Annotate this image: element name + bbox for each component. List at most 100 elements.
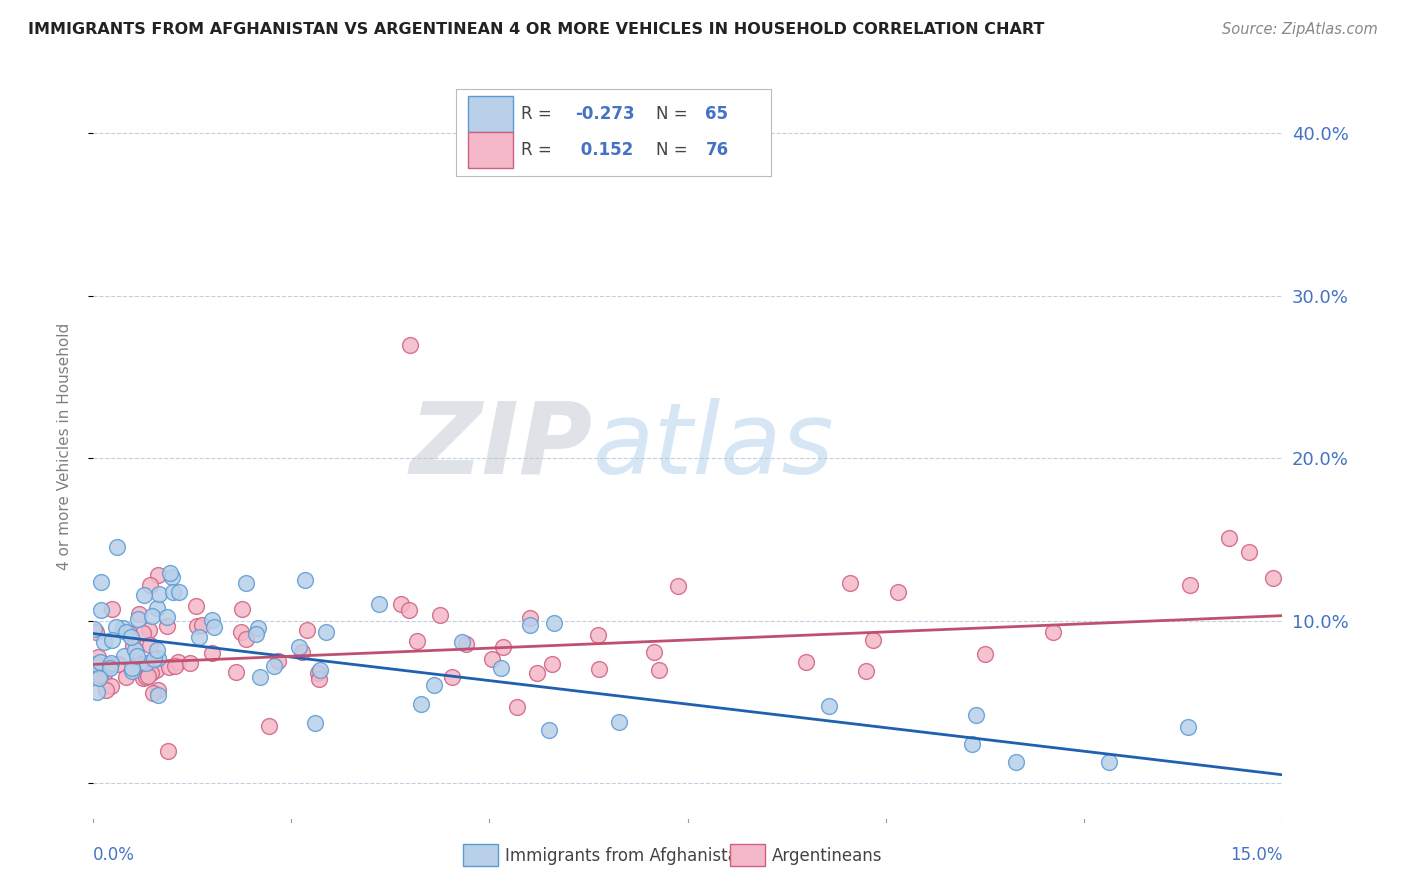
- Point: [1042, 625, 1064, 640]
- Point: [245, 627, 267, 641]
- Point: [84, 657, 107, 672]
- Point: [124, 643, 146, 657]
- Point: [105, 540, 128, 554]
- Point: [138, 638, 160, 652]
- Point: [607, 715, 630, 730]
- Point: [489, 660, 512, 674]
- Point: [163, 659, 186, 673]
- Point: [145, 663, 167, 677]
- Text: Source: ZipAtlas.com: Source: ZipAtlas.com: [1222, 22, 1378, 37]
- Point: [121, 639, 143, 653]
- Point: [142, 685, 165, 699]
- Point: [456, 637, 478, 651]
- Point: [225, 665, 247, 680]
- Text: N =: N =: [655, 105, 692, 123]
- Text: -0.273: -0.273: [575, 105, 634, 123]
- Point: [89, 671, 111, 685]
- Point: [186, 599, 208, 614]
- Point: [138, 578, 160, 592]
- Point: [887, 585, 910, 599]
- Point: [111, 621, 134, 635]
- Point: [247, 621, 270, 635]
- Point: [315, 625, 337, 640]
- Point: [588, 662, 610, 676]
- Point: [132, 626, 155, 640]
- Point: [93, 634, 115, 648]
- Point: [1180, 578, 1202, 592]
- Point: [965, 708, 987, 723]
- Point: [666, 579, 689, 593]
- Point: [112, 648, 135, 663]
- Point: [100, 632, 122, 647]
- Point: [295, 624, 318, 638]
- Point: [90, 603, 112, 617]
- Point: [423, 678, 446, 692]
- Point: [127, 612, 149, 626]
- Point: [1263, 571, 1285, 585]
- Point: [304, 716, 326, 731]
- Point: [107, 657, 129, 671]
- Point: [98, 658, 121, 673]
- Point: [643, 645, 665, 659]
- Point: [537, 723, 560, 738]
- Point: [201, 613, 224, 627]
- Point: [249, 670, 271, 684]
- Point: [114, 625, 136, 640]
- Point: [121, 664, 143, 678]
- Point: [159, 566, 181, 580]
- Point: [114, 670, 136, 684]
- Point: [100, 679, 122, 693]
- Point: [257, 719, 280, 733]
- Point: [89, 655, 111, 669]
- Point: [167, 656, 190, 670]
- Point: [138, 624, 160, 638]
- Text: 0.152: 0.152: [575, 141, 633, 159]
- Point: [120, 630, 142, 644]
- Point: [121, 661, 143, 675]
- Point: [156, 744, 179, 758]
- Text: N =: N =: [655, 141, 692, 159]
- Y-axis label: 4 or more Vehicles in Household: 4 or more Vehicles in Household: [58, 322, 72, 570]
- Text: 0.0%: 0.0%: [93, 846, 135, 863]
- Point: [86, 684, 108, 698]
- Point: [156, 610, 179, 624]
- Text: Argentineans: Argentineans: [772, 847, 883, 864]
- Point: [87, 650, 110, 665]
- Text: 15.0%: 15.0%: [1230, 846, 1282, 863]
- Point: [141, 665, 163, 680]
- Point: [138, 668, 160, 682]
- Point: [409, 697, 432, 711]
- Point: [128, 607, 150, 621]
- Point: [543, 615, 565, 630]
- Point: [974, 647, 997, 661]
- Point: [135, 656, 157, 670]
- Point: [838, 576, 860, 591]
- Point: [146, 643, 169, 657]
- Point: [157, 659, 180, 673]
- Point: [101, 602, 124, 616]
- Point: [235, 576, 257, 591]
- Point: [235, 632, 257, 647]
- Point: [179, 656, 201, 670]
- Point: [399, 337, 422, 351]
- Point: [141, 609, 163, 624]
- Point: [146, 600, 169, 615]
- Point: [146, 689, 169, 703]
- Point: [267, 654, 290, 668]
- Point: [146, 683, 169, 698]
- Point: [160, 570, 183, 584]
- Point: [406, 634, 429, 648]
- Point: [146, 568, 169, 582]
- Point: [136, 658, 159, 673]
- Point: [288, 640, 311, 654]
- Point: [83, 622, 105, 636]
- Point: [202, 620, 225, 634]
- Text: 76: 76: [706, 141, 728, 159]
- Text: R =: R =: [522, 141, 557, 159]
- Point: [94, 682, 117, 697]
- Point: [398, 603, 420, 617]
- Point: [506, 699, 529, 714]
- Point: [648, 663, 671, 677]
- FancyBboxPatch shape: [456, 89, 770, 176]
- Text: atlas: atlas: [592, 398, 834, 494]
